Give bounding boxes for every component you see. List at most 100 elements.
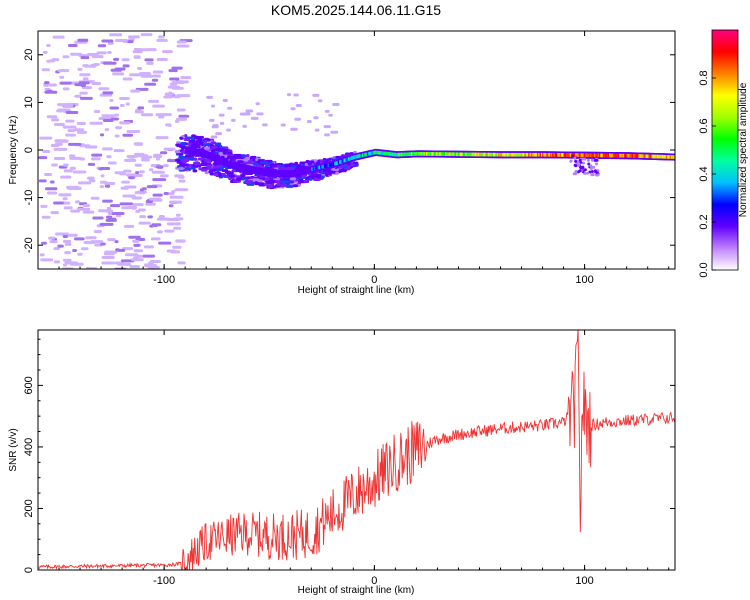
heatmap-noise-blob [138,221,151,225]
ridge-core [656,154,660,159]
ridge-core [421,152,424,156]
heatmap-signal-blob [307,162,312,166]
heatmap-noise-blob [152,70,164,74]
ridge-core [355,154,358,159]
heatmap-noise-blob [180,76,192,80]
heatmap-noise-blob [97,44,107,48]
ridge-core [322,164,325,169]
heatmap-signal-blob [235,177,242,181]
heatmap-noise-blob [102,119,114,123]
heatmap-signal-blob [181,146,187,150]
ridge-core [481,152,484,157]
heatmap-noise-blob [139,170,145,174]
ridge-core [452,152,455,157]
ridge-core [448,152,451,156]
ridge-core [356,154,359,159]
ridge-core [663,154,666,159]
ridge-core [673,155,675,159]
ridge-core [397,152,400,157]
ridge-core [636,154,639,158]
ridge-core [311,167,314,171]
ridge-core [375,150,378,155]
ridge-core [503,152,506,157]
ridge-core [549,153,552,157]
heatmap-noise-blob [295,104,302,108]
ridge-core [426,152,429,156]
heatmap-noise-blob [173,95,181,99]
ridge-core [665,155,668,159]
ridge-core [526,152,530,157]
ridge-core [491,152,494,157]
heatmap-signal-blob [245,180,253,184]
heatmap-signal-blob [216,169,220,173]
heatmap-noise-blob [151,170,165,174]
heatmap-noise-blob [144,58,154,62]
heatmap-noise-blob [330,130,339,134]
heatmap-noise-blob [140,33,153,37]
heatmap-noise-blob [134,142,143,146]
ridge-core [326,163,329,168]
ridge-core [477,152,481,157]
ridge-core [332,162,335,166]
heatmap-noise-blob [84,145,98,149]
heatmap-noise-blob [48,83,58,87]
ridge-core [610,153,613,158]
ridge-core [395,152,399,157]
ridge-core [639,154,642,158]
heatmap-noise-blob [116,214,122,218]
heatmap-signal-blob [264,164,269,168]
heatmap-signal-blob [581,161,585,165]
heatmap-noise-blob [46,44,51,48]
heatmap-noise-blob [159,151,168,155]
ridge-core [423,152,426,156]
heatmap-noise-blob [53,147,68,151]
heatmap-signal-blob [192,169,198,173]
heatmap-noise-blob [68,142,82,146]
ridge-core [431,152,434,156]
ridge-core [632,154,636,158]
heatmap-noise-blob [146,185,158,189]
ridge-core [378,151,381,155]
heatmap-signal-blob [321,175,325,179]
heatmap-noise-blob [173,226,182,230]
heatmap-signal-blob [220,148,229,152]
ridge-core [542,152,545,157]
heatmap-noise-blob [80,83,86,87]
heatmap-noise-blob [155,157,161,161]
ridge-core [455,152,458,157]
heatmap-signal-blob [590,169,594,173]
ridge-core [442,152,445,156]
ridge-core [415,152,419,156]
heatmap-signal-blob [335,155,341,159]
heatmap-noise-blob [69,156,83,160]
heatmap-y-tick-label: -10 [23,190,35,206]
ridge-core [360,153,363,158]
heatmap-signal-blob [196,140,200,144]
ridge-core [605,153,608,158]
heatmap-noise-blob [135,209,141,213]
heatmap-signal-blob [322,169,330,173]
heatmap-noise-blob [88,179,96,183]
ridge-core [340,159,343,164]
heatmap-marks [38,33,675,269]
heatmap-signal-blob [204,146,210,150]
ridge-core [453,152,457,157]
ridge-core [371,151,375,155]
ridge-core [433,152,436,156]
ridge-core [586,153,589,158]
ridge-core [422,152,425,156]
heatmap-signal-blob [280,184,287,188]
ridge-core [606,153,609,158]
heatmap-noise-blob [144,263,155,267]
ridge-core [590,153,593,158]
heatmap-signal-blob [178,152,184,156]
ridge-core [404,152,407,157]
heatmap-noise-blob [109,33,123,37]
heatmap-noise-blob [77,181,92,185]
ridge-core [581,153,584,157]
heatmap-noise-blob [74,237,85,241]
ridge-core [352,155,356,160]
heatmap-noise-blob [294,117,301,121]
heatmap-y-tick-label: -20 [23,237,35,253]
heatmap-noise-blob [119,121,131,125]
